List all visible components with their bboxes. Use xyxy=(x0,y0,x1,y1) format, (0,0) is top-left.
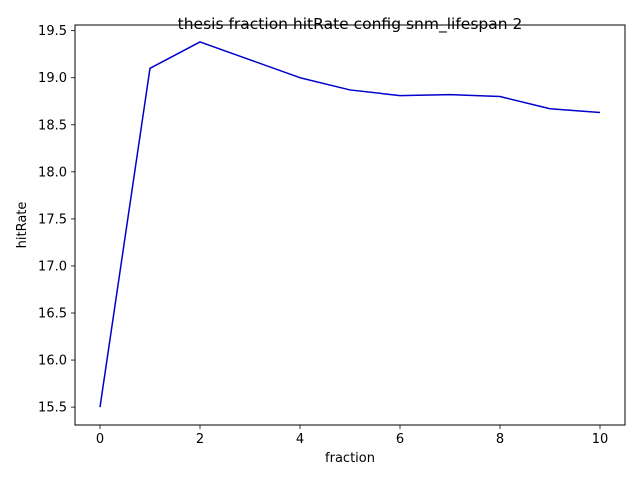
y-tick-label: 15.5 xyxy=(38,401,67,416)
x-axis: 0 2 4 6 8 10 xyxy=(96,425,608,447)
y-tick-label: 19.0 xyxy=(38,71,67,86)
series-line-0 xyxy=(99,41,601,408)
y-tick-label: 19.5 xyxy=(38,24,67,39)
x-tick-label: 10 xyxy=(592,432,609,447)
x-tick-label: 8 xyxy=(496,432,504,447)
y-axis: 15.5 16.0 16.5 17.0 17.5 18.0 18.5 19.0 19.5 xyxy=(38,24,75,416)
y-tick-label: 16.5 xyxy=(38,307,67,322)
x-tick-label: 0 xyxy=(96,432,104,447)
x-tick-label: 4 xyxy=(296,432,304,447)
y-tick-label: 16.0 xyxy=(38,354,67,369)
y-axis-label: hitRate xyxy=(15,202,30,249)
plot-frame xyxy=(74,24,626,426)
x-axis-label: fraction xyxy=(325,451,375,466)
y-tick-label: 18.0 xyxy=(38,165,67,180)
x-tick-label: 6 xyxy=(396,432,404,447)
x-tick-label: 2 xyxy=(196,432,204,447)
plot-area xyxy=(99,41,601,408)
y-tick-label: 17.0 xyxy=(38,259,67,274)
y-tick-label: 18.5 xyxy=(38,118,67,133)
y-tick-label: 17.5 xyxy=(38,212,67,227)
